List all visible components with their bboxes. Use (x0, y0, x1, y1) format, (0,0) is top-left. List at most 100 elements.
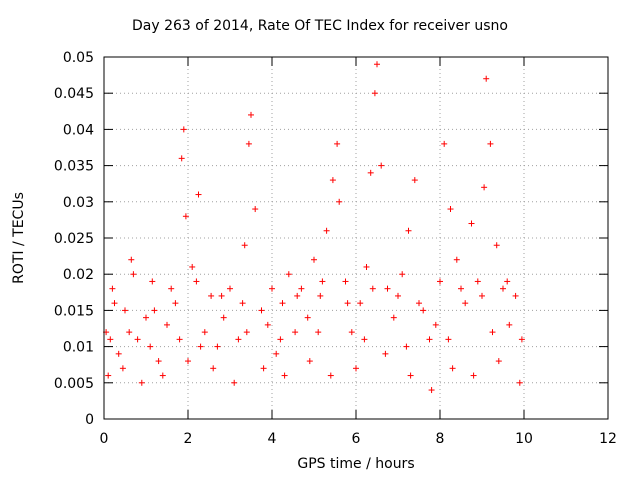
data-point (493, 242, 500, 249)
data-point (357, 300, 364, 307)
data-point (516, 379, 523, 386)
data-point (285, 271, 292, 278)
data-point (361, 336, 368, 343)
data-point (363, 263, 370, 270)
data-point (374, 61, 380, 68)
data-point (264, 321, 271, 328)
data-point (172, 300, 179, 307)
data-point (500, 285, 506, 292)
data-point (504, 278, 511, 285)
data-point (317, 292, 324, 299)
data-point (315, 329, 322, 336)
grid-lines (104, 57, 608, 419)
data-point (208, 292, 215, 299)
data-point (210, 365, 217, 372)
data-point (384, 285, 391, 292)
data-point (323, 227, 330, 234)
data-point (292, 329, 299, 336)
data-point (344, 300, 351, 307)
y-tick-label: 0.045 (54, 86, 94, 102)
x-tick-label: 8 (436, 431, 445, 447)
data-point (487, 140, 494, 147)
axis-ticks: 0 0.005 0.01 0.015 0.02 0.025 0.03 0.035 0.04 0.0… (54, 50, 617, 447)
data-point (182, 213, 189, 220)
data-point (411, 177, 418, 184)
data-point (147, 343, 154, 350)
y-axis-label: ROTI / TECUs (11, 192, 27, 284)
x-tick-label: 12 (599, 431, 617, 447)
data-point (220, 314, 227, 321)
data-point (428, 387, 435, 394)
data-point (109, 285, 116, 292)
data-point (403, 343, 410, 350)
chart-title: Day 263 of 2014, Rate Of TEC Index for r… (132, 18, 508, 34)
data-point (176, 336, 183, 343)
data-point (506, 321, 513, 328)
data-point (382, 350, 389, 357)
y-tick-label: 0.05 (63, 50, 94, 66)
x-tick-label: 10 (515, 431, 533, 447)
data-point (168, 285, 175, 292)
x-tick-label: 6 (352, 431, 361, 447)
data-point (231, 379, 238, 386)
data-point (227, 285, 233, 292)
data-point (245, 140, 252, 147)
data-point (306, 358, 313, 365)
data-point (407, 372, 414, 379)
data-point (369, 285, 376, 292)
y-tick-label: 0.01 (63, 340, 94, 356)
data-point (474, 278, 481, 285)
data-point (239, 300, 246, 307)
data-point (241, 242, 248, 249)
data-point (185, 358, 191, 365)
data-point (277, 336, 284, 343)
data-point (115, 350, 122, 357)
data-point (319, 278, 326, 285)
y-tick-label: 0.03 (63, 195, 94, 211)
data-point (243, 329, 250, 336)
data-point (294, 292, 301, 299)
data-point (462, 300, 469, 307)
data-point (201, 329, 208, 336)
data-point (151, 307, 158, 314)
x-tick-label: 2 (184, 431, 193, 447)
data-point (327, 372, 334, 379)
data-point (273, 350, 280, 357)
data-point (432, 321, 439, 328)
data-point (178, 155, 185, 162)
data-point (214, 343, 221, 350)
data-point (348, 329, 355, 336)
data-point (260, 365, 267, 372)
data-point (426, 336, 433, 343)
data-point (512, 292, 519, 299)
data-point (258, 307, 265, 314)
data-point (128, 256, 135, 263)
data-point (197, 343, 204, 350)
data-point (281, 372, 288, 379)
data-point (279, 300, 286, 307)
data-point (119, 365, 126, 372)
data-point (134, 336, 141, 343)
data-point (489, 329, 496, 336)
data-point (342, 278, 349, 285)
y-tick-label: 0.035 (54, 159, 94, 175)
data-point (495, 358, 502, 365)
data-point (105, 372, 112, 379)
y-tick-label: 0.04 (63, 122, 94, 138)
data-point (248, 111, 254, 118)
data-point (159, 372, 166, 379)
data-point (468, 220, 475, 227)
y-tick-label: 0.02 (63, 267, 94, 283)
data-point (130, 271, 137, 278)
data-point (111, 300, 118, 307)
data-point (304, 314, 311, 321)
data-point (311, 256, 317, 263)
x-axis-label: GPS time / hours (297, 456, 415, 472)
data-point (518, 336, 525, 343)
data-point (390, 314, 397, 321)
data-point (420, 307, 427, 314)
data-point (353, 365, 359, 372)
data-point (441, 140, 448, 147)
data-point (252, 206, 259, 213)
